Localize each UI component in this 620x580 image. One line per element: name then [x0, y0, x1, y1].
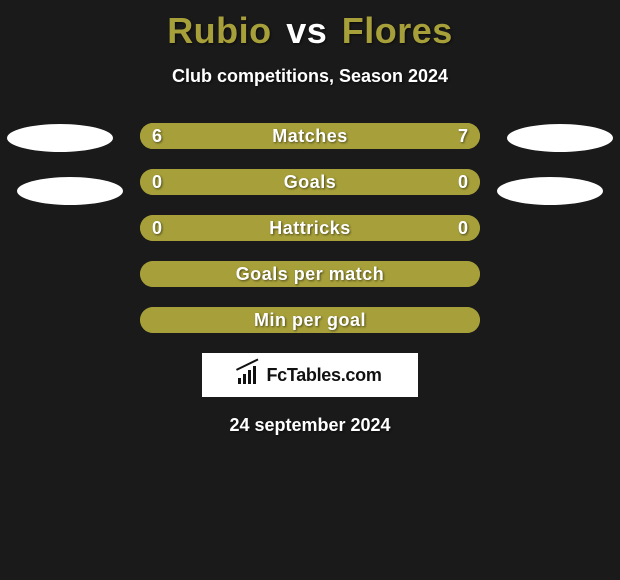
logo-text: FcTables.com — [266, 365, 381, 386]
stat-label: Hattricks — [140, 215, 480, 241]
stat-value-right: 0 — [458, 169, 468, 195]
stat-label: Goals — [140, 169, 480, 195]
title-player2: Flores — [342, 10, 453, 51]
logo: FcTables.com — [202, 353, 418, 397]
stat-row: 0 0Goals — [140, 169, 480, 195]
stat-label: Goals per match — [140, 261, 480, 287]
decorative-ellipse — [17, 177, 123, 205]
stat-value-left: 0 — [152, 215, 162, 241]
stat-row: 67Matches — [140, 123, 480, 149]
barchart-icon — [238, 366, 260, 384]
subtitle: Club competitions, Season 2024 — [0, 66, 620, 87]
stat-fill-right — [296, 123, 480, 149]
page-title: Rubio vs Flores — [0, 0, 620, 52]
date: 24 september 2024 — [0, 415, 620, 436]
title-vs: vs — [286, 10, 327, 51]
stat-label: Min per goal — [140, 307, 480, 333]
stat-value-left: 0 — [152, 169, 162, 195]
stat-row: Min per goal — [140, 307, 480, 333]
decorative-ellipse — [497, 177, 603, 205]
stat-row: Goals per match — [140, 261, 480, 287]
stat-row: 0 0Hattricks — [140, 215, 480, 241]
stat-bars: 67Matches00Goals00HattricksGoals per mat… — [140, 123, 480, 333]
comparison-stage: 67Matches00Goals00HattricksGoals per mat… — [0, 123, 620, 333]
stat-value-right: 0 — [458, 215, 468, 241]
decorative-ellipse — [7, 124, 113, 152]
stat-fill-left — [140, 123, 296, 149]
decorative-ellipse — [507, 124, 613, 152]
title-player1: Rubio — [167, 10, 271, 51]
